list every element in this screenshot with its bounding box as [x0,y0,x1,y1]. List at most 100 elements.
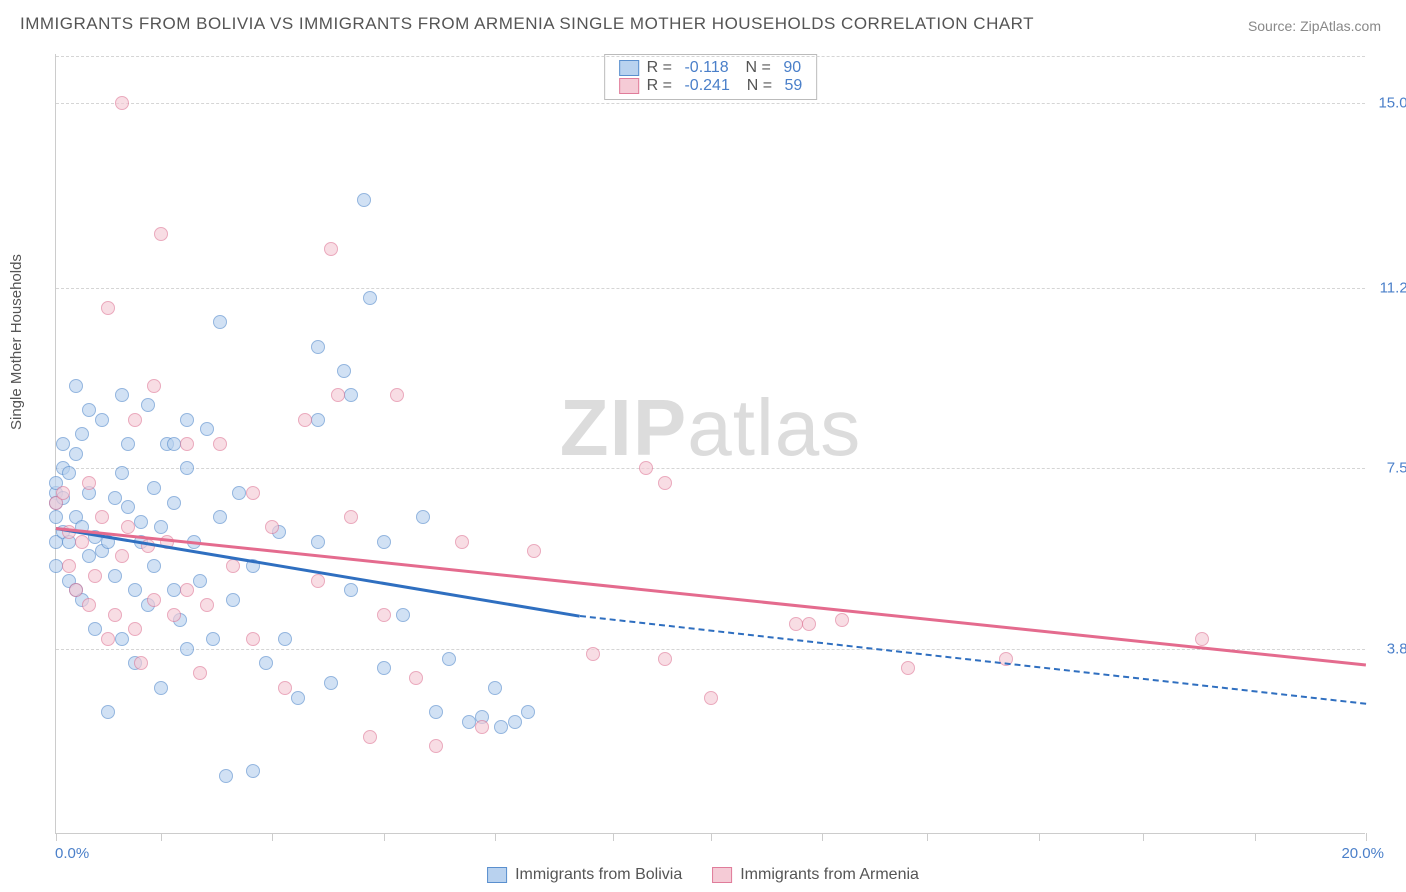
point-bolivia [311,535,325,549]
point-armenia [390,388,404,402]
point-bolivia [167,496,181,510]
watermark: ZIPatlas [560,382,861,474]
x-tick [161,833,162,841]
point-bolivia [180,413,194,427]
point-bolivia [147,481,161,495]
point-bolivia [69,447,83,461]
y-axis-label: Single Mother Households [8,254,25,430]
point-bolivia [108,491,122,505]
point-bolivia [75,427,89,441]
swatch-armenia-icon [712,867,732,883]
point-bolivia [56,437,70,451]
y-tick-label: 15.0% [1378,94,1406,111]
point-bolivia [213,315,227,329]
x-tick [495,833,496,841]
scatter-plot-area: ZIPatlas R = -0.118 N = 90 R = -0.241 N … [55,54,1365,834]
point-armenia [265,520,279,534]
point-armenia [147,593,161,607]
point-armenia [324,242,338,256]
point-bolivia [462,715,476,729]
x-tick [384,833,385,841]
point-bolivia [154,520,168,534]
point-armenia [56,486,70,500]
point-bolivia [115,632,129,646]
point-armenia [311,574,325,588]
point-armenia [639,461,653,475]
point-bolivia [134,515,148,529]
y-tick-label: 3.8% [1387,640,1406,657]
point-armenia [278,681,292,695]
point-bolivia [62,466,76,480]
point-armenia [658,652,672,666]
legend-row-armenia: R = -0.241 N = 59 [619,77,803,95]
point-bolivia [416,510,430,524]
point-bolivia [121,437,135,451]
point-bolivia [357,193,371,207]
swatch-bolivia-icon [487,867,507,883]
point-armenia [69,583,83,597]
point-armenia [298,413,312,427]
point-bolivia [521,705,535,719]
point-bolivia [278,632,292,646]
chart-title: IMMIGRANTS FROM BOLIVIA VS IMMIGRANTS FR… [20,14,1034,34]
x-tick [56,833,57,841]
point-bolivia [115,466,129,480]
point-bolivia [232,486,246,500]
swatch-bolivia [619,60,639,76]
point-armenia [802,617,816,631]
point-armenia [62,559,76,573]
x-tick [927,833,928,841]
gridline [56,103,1365,104]
x-tick [613,833,614,841]
point-bolivia [259,656,273,670]
point-armenia [246,632,260,646]
legend-item-bolivia: Immigrants from Bolivia [487,866,682,884]
point-bolivia [49,510,63,524]
point-bolivia [69,379,83,393]
point-armenia [88,569,102,583]
point-armenia [704,691,718,705]
point-bolivia [82,549,96,563]
x-axis-end: 20.0% [1341,845,1384,862]
series-legend: Immigrants from Bolivia Immigrants from … [487,866,919,884]
gridline [56,649,1365,650]
x-tick [711,833,712,841]
point-bolivia [363,291,377,305]
point-armenia [82,598,96,612]
point-armenia [1195,632,1209,646]
point-armenia [75,535,89,549]
point-armenia [363,730,377,744]
point-bolivia [488,681,502,695]
point-bolivia [337,364,351,378]
point-bolivia [206,632,220,646]
y-tick-label: 7.5% [1387,460,1406,477]
point-armenia [455,535,469,549]
point-bolivia [377,661,391,675]
point-armenia [586,647,600,661]
point-armenia [226,559,240,573]
x-tick [272,833,273,841]
point-armenia [154,227,168,241]
point-bolivia [82,403,96,417]
point-bolivia [121,500,135,514]
point-armenia [101,632,115,646]
point-armenia [377,608,391,622]
point-bolivia [154,681,168,695]
x-axis-start: 0.0% [55,845,89,862]
point-armenia [95,510,109,524]
point-armenia [134,656,148,670]
point-armenia [167,608,181,622]
source-attribution: Source: ZipAtlas.com [1248,18,1381,34]
point-bolivia [167,437,181,451]
point-bolivia [344,583,358,597]
point-armenia [527,544,541,558]
point-bolivia [108,569,122,583]
point-armenia [409,671,423,685]
point-armenia [344,510,358,524]
point-bolivia [128,583,142,597]
point-bolivia [429,705,443,719]
point-armenia [901,661,915,675]
point-armenia [101,301,115,315]
point-bolivia [213,510,227,524]
point-bolivia [193,574,207,588]
